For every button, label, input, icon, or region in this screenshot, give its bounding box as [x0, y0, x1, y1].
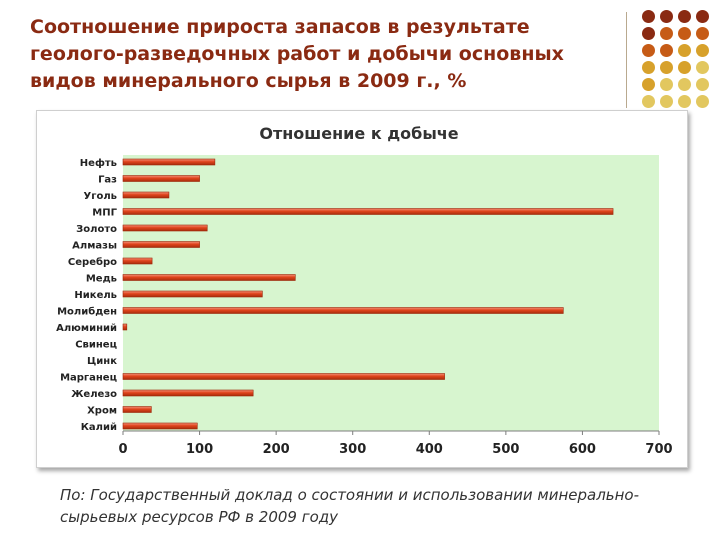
decorative-dot: [660, 44, 673, 57]
category-label: Цинк: [87, 356, 117, 367]
decorative-dot: [696, 78, 709, 91]
category-label: Алмазы: [72, 241, 117, 252]
decorative-dot: [642, 27, 655, 40]
source-note: По: Государственный доклад о состоянии и…: [60, 486, 640, 526]
category-label: Серебро: [68, 256, 117, 268]
bar: [122, 224, 208, 232]
bar: [122, 323, 128, 331]
bar: [122, 241, 200, 248]
x-tick-label: 300: [339, 442, 366, 457]
decorative-dot: [642, 78, 655, 91]
decorative-dot: [660, 95, 673, 108]
category-label: Золото: [76, 224, 117, 235]
x-tick-label: 100: [186, 442, 213, 457]
decorative-dot: [678, 61, 691, 74]
bar: [122, 307, 564, 314]
bar: [122, 422, 198, 430]
x-tick-label: 700: [645, 442, 672, 457]
bar: [122, 389, 254, 397]
decorative-dot: [678, 44, 691, 57]
slide-title: Соотношение прироста запасов в результат…: [30, 16, 564, 92]
bar: [122, 406, 152, 413]
title-divider: [626, 12, 627, 108]
bar: [122, 191, 170, 199]
category-label: Молибден: [57, 306, 117, 318]
decorative-dot: [642, 10, 655, 23]
decorative-dot: [696, 95, 709, 108]
chart-panel: Отношение к добыче Нефть Газ Уголь МПГ Золот…: [36, 110, 688, 468]
category-axis-labels: Нефть Газ Уголь МПГ Золото Алмазы Серебро Медь Н…: [56, 157, 118, 433]
category-label: Уголь: [84, 191, 117, 202]
decorative-dot: [696, 27, 709, 40]
decorative-dot: [678, 78, 691, 91]
decorative-dot: [678, 10, 691, 23]
category-label: Хром: [87, 406, 117, 417]
bar: [122, 290, 263, 298]
chart-title: Отношение к добыче: [259, 124, 458, 143]
decorative-dot: [678, 95, 691, 108]
category-label: Марганец: [60, 373, 117, 384]
decorative-dot: [642, 95, 655, 108]
decorative-dot: [642, 44, 655, 57]
category-label: Свинец: [75, 340, 117, 351]
category-label: МПГ: [92, 208, 117, 219]
category-label: Никель: [74, 290, 117, 301]
decorative-dot: [660, 78, 673, 91]
decorative-dot-grid: [642, 10, 720, 110]
x-tick-label: 400: [416, 442, 443, 457]
x-tick-label: 200: [263, 442, 290, 457]
bar: [122, 158, 216, 166]
x-tick-label: 500: [492, 442, 519, 457]
value-axis: 0 100 200 300 400 500 600 700: [118, 430, 673, 457]
decorative-dot: [642, 61, 655, 74]
decorative-dot: [696, 61, 709, 74]
decorative-dot: [696, 44, 709, 57]
bar: [122, 373, 445, 380]
category-label: Газ: [98, 175, 117, 186]
bar: [122, 175, 200, 182]
x-tick-label: 0: [118, 442, 127, 457]
bar: [122, 274, 296, 281]
category-label: Медь: [86, 274, 117, 285]
bar: [122, 257, 153, 265]
category-label: Алюминий: [56, 323, 117, 334]
category-label: Нефть: [80, 157, 117, 169]
decorative-dot: [696, 10, 709, 23]
decorative-dot: [660, 27, 673, 40]
bar: [122, 208, 614, 215]
category-label: Железо: [71, 389, 117, 400]
category-label: Калий: [81, 422, 117, 433]
decorative-dot: [678, 27, 691, 40]
decorative-dot: [660, 61, 673, 74]
decorative-dot: [660, 10, 673, 23]
bar-chart: Отношение к добыче Нефть Газ Уголь МПГ Золот…: [56, 124, 673, 457]
bar-series: [122, 158, 614, 430]
x-tick-label: 600: [569, 442, 596, 457]
